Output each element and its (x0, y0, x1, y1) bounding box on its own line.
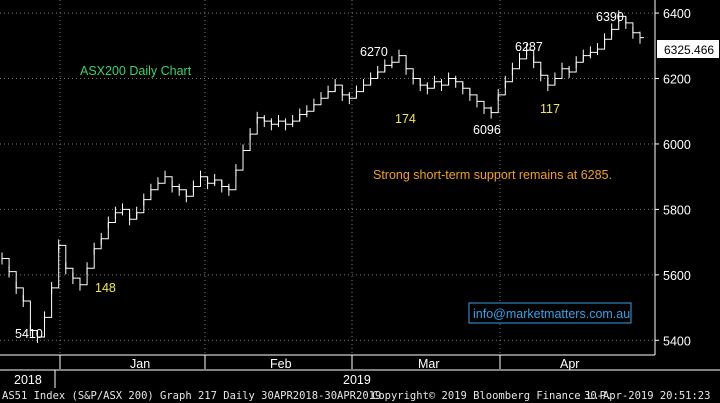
x-year-label: 2019 (343, 373, 371, 387)
annotation-level: 6287 (515, 40, 543, 54)
info-email: info@marketmatters.com.au (473, 307, 630, 321)
y-axis: 5400 5600 5800 6000 6200 6400 (655, 7, 691, 348)
x-month-label: Apr (560, 357, 579, 371)
y-tick-label: 5400 (663, 334, 691, 348)
info-box: info@marketmatters.com.au (468, 302, 632, 324)
annotation-count: 117 (540, 102, 560, 116)
chart-title: ASX200 Daily Chart (80, 64, 192, 78)
x-month-label: Feb (270, 357, 292, 371)
annotation-level: 5410 (15, 327, 43, 341)
footer-right: 30-Apr-2019 20:51:23 (584, 390, 710, 402)
annotation-level: 6390 (596, 10, 624, 24)
x-month-label: Jan (130, 357, 150, 371)
x-year-label: 2018 (14, 373, 42, 387)
annotation-level: 6096 (473, 123, 501, 137)
x-month-label: Mar (418, 357, 440, 371)
support-note: Strong short-term support remains at 628… (373, 168, 612, 182)
footer-left: AS51 Index (S&P/ASX 200) Graph 217 Daily… (2, 390, 381, 402)
y-tick-label: 6400 (663, 7, 691, 21)
y-tick-label: 5600 (663, 269, 691, 283)
current-value-badge: 6325.466 (657, 40, 719, 58)
price-series (1, 10, 644, 344)
annotation-level: 6270 (360, 45, 388, 59)
annotation-count: 174 (395, 112, 416, 126)
price-line (2, 15, 644, 338)
footer: AS51 Index (S&P/ASX 200) Graph 217 Daily… (2, 390, 710, 402)
annotation-count: 148 (95, 281, 116, 295)
x-axis: Jan Feb Mar Apr 2018 2019 (0, 355, 720, 388)
current-value: 6325.466 (664, 43, 714, 57)
y-tick-label: 6000 (663, 138, 691, 152)
footer-center: Copyright© 2019 Bloomberg Finance L.P. (372, 390, 612, 402)
annotations: 5410 148 6270 174 6096 6287 117 6390 (15, 10, 624, 341)
y-tick-label: 5800 (663, 203, 691, 217)
y-tick-label: 6200 (663, 73, 691, 87)
